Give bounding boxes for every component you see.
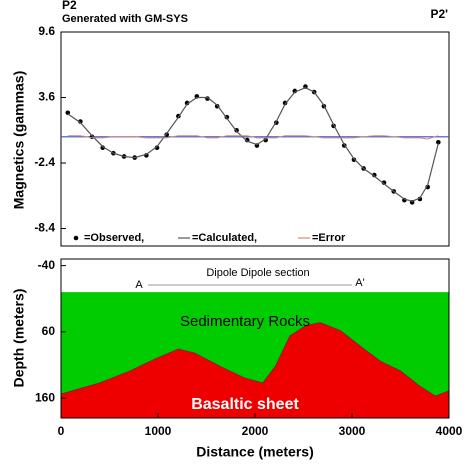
- observed-point: [263, 137, 268, 143]
- y-tick-label: -40: [38, 258, 56, 272]
- y-tick-label: -8.4: [34, 221, 55, 235]
- x-tick-label: 3000: [339, 424, 366, 438]
- profile-end: P2': [430, 7, 448, 21]
- series-line: [67, 87, 439, 202]
- profile-id: P2: [62, 0, 77, 12]
- subtitle: Generated with GM-SYS: [62, 13, 188, 25]
- title-box: [190, 265, 330, 280]
- observed-point: [372, 172, 377, 178]
- y-tick-label: -2.4: [34, 155, 55, 169]
- y-axis-label: Magnetics (gammas): [11, 71, 27, 209]
- observed-point: [184, 100, 190, 106]
- observed-point: [100, 145, 106, 151]
- observed-point: [78, 119, 83, 124]
- y-tick-label: 160: [35, 390, 55, 404]
- x-axis-label: Distance (meters): [196, 444, 314, 460]
- legend-marker: [73, 235, 79, 241]
- x-tick-label: 2000: [242, 424, 269, 438]
- x-tick-label: 1000: [145, 424, 172, 438]
- x-tick-label: 0: [58, 424, 65, 438]
- layer-label: Basaltic sheet: [191, 396, 299, 413]
- legend-label: =Calculated,: [192, 232, 257, 244]
- series-line: [67, 135, 439, 140]
- legend-label: =Error: [312, 232, 346, 244]
- observed-point: [351, 157, 357, 163]
- plot-area: [60, 31, 450, 247]
- profile-end: A': [355, 277, 364, 289]
- legend-label: =Observed,: [84, 232, 144, 244]
- observed-point: [154, 145, 160, 151]
- section-title: Dipole Dipole section: [206, 267, 309, 279]
- observed-point: [381, 180, 387, 185]
- layer-basalt: [60, 322, 450, 419]
- observed-point: [65, 110, 71, 116]
- layer-label: Sedimentary Rocks: [180, 313, 310, 330]
- y-tick-label: 9.6: [38, 24, 55, 38]
- y-tick-label: 3.6: [38, 90, 55, 104]
- y-axis-label: Depth (meters): [11, 289, 27, 388]
- x-tick-label: 4000: [436, 424, 463, 438]
- observed-point: [436, 139, 441, 145]
- y-tick-label: 60: [42, 324, 56, 338]
- profile-start: A: [135, 279, 143, 291]
